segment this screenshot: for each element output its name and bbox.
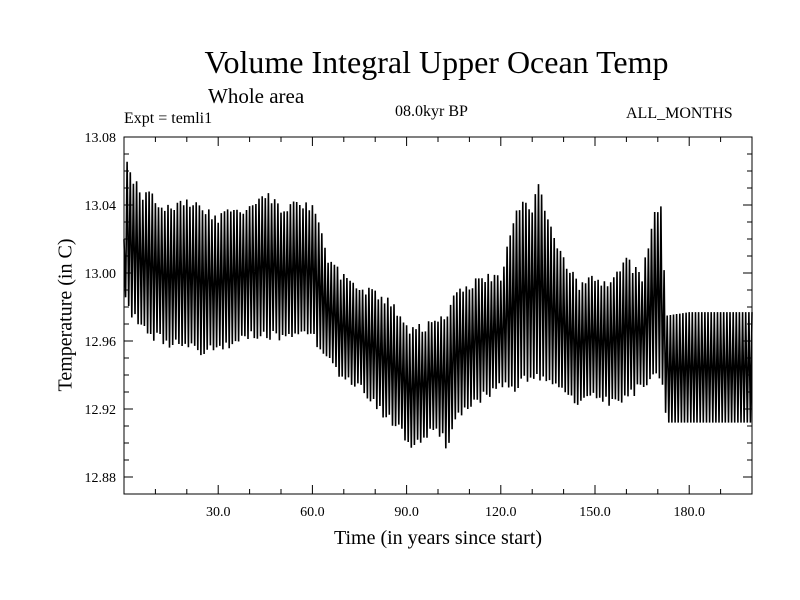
x-axis-label: Time (in years since start) — [333, 527, 543, 549]
series-layer — [123, 161, 753, 449]
plot-frame — [123, 136, 753, 495]
chart-title: Volume Integral Upper Ocean Temp — [204, 44, 669, 80]
x-tick-label: 30.0 — [206, 505, 231, 520]
period-label: 08.0kyr BP — [395, 103, 468, 120]
months-label: ALL_MONTHS — [626, 105, 733, 122]
experiment-label: Expt = temli1 — [124, 110, 213, 127]
y-tick-label: 12.96 — [85, 335, 117, 350]
y-tick-label: 13.00 — [85, 267, 117, 282]
y-tick-label: 13.08 — [85, 131, 117, 146]
y-tick-label: 12.88 — [85, 471, 117, 486]
x-tick-label: 180.0 — [673, 505, 705, 520]
chart-subtitle: Whole area — [208, 84, 305, 108]
series-line — [123, 161, 753, 449]
x-tick-label: 120.0 — [485, 505, 517, 520]
x-tick-label: 150.0 — [579, 505, 611, 520]
x-tick-label: 90.0 — [394, 505, 419, 520]
x-tick-label: 60.0 — [300, 505, 325, 520]
y-tick-label: 13.04 — [85, 199, 117, 214]
y-tick-label: 12.92 — [85, 403, 117, 418]
axis-ticks: 12.88 12.92 12.96 13.00 13.04 13.08 30.0 60.0 90… — [85, 131, 752, 520]
